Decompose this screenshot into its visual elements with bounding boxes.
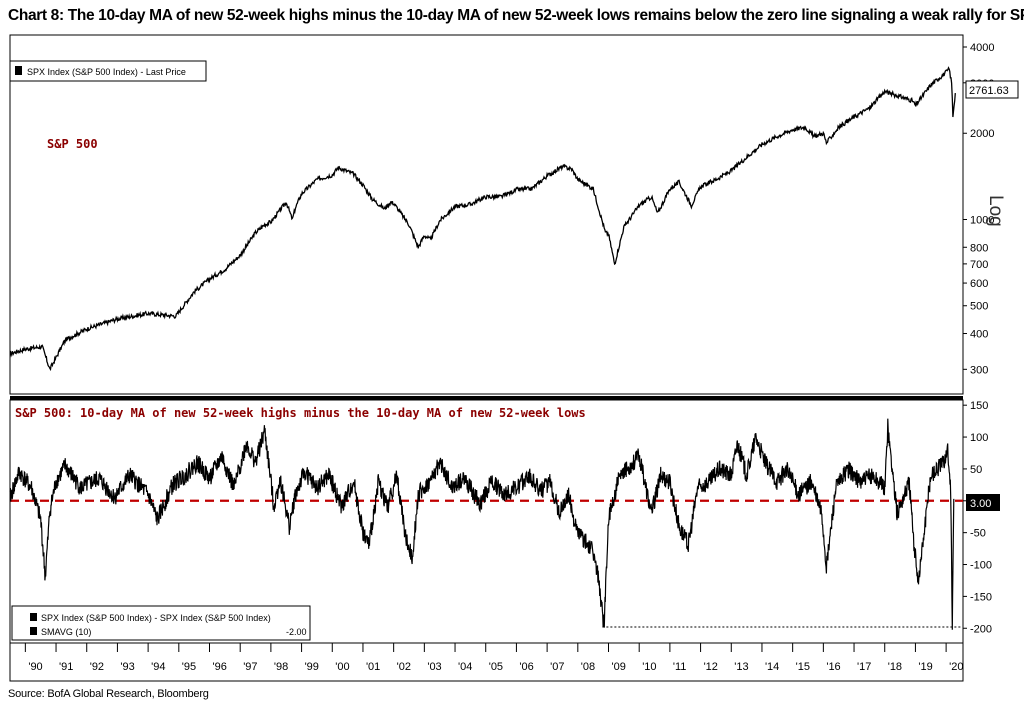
x-tick-label: '07: [550, 661, 564, 673]
x-tick-label: '90: [28, 661, 42, 673]
legend-bottom-box: [11, 605, 311, 641]
x-tick-label: '93: [120, 661, 134, 673]
x-tick-label: '95: [182, 661, 196, 673]
log-axis-label: Log: [985, 195, 1006, 227]
legend-top: SPX Index (S&P 500 Index) - Last Price: [9, 60, 207, 82]
breadth-ma-line: [9, 418, 955, 630]
x-tick-label: '12: [704, 661, 718, 673]
x-tick-label: '18: [888, 661, 902, 673]
legend-bottom-swatch-1: [30, 613, 37, 621]
chart-title: Chart 8: The 10-day MA of new 52-week hi…: [8, 7, 1024, 24]
bottom-ytick-label: 50: [970, 464, 982, 476]
x-tick-label: '97: [243, 661, 257, 673]
x-tick-label: '11: [673, 661, 687, 673]
x-tick-label: '10: [642, 661, 656, 673]
x-tick-label: '91: [59, 661, 73, 673]
bottom-ytick-label: -100: [970, 560, 992, 572]
x-tick-label: '00: [335, 661, 349, 673]
top-ytick-label: 800: [970, 242, 988, 254]
last-breadth-tag-box: [966, 494, 1000, 511]
x-tick-label: '99: [305, 661, 319, 673]
x-tick-label: '17: [857, 661, 871, 673]
legend-top-entry: SPX Index (S&P 500 Index) - Last Price: [27, 67, 186, 77]
x-axis-frame: [9, 642, 964, 682]
x-tick-label: '19: [918, 661, 932, 673]
x-tick-label: '16: [826, 661, 840, 673]
top-ytick-label: 2000: [970, 128, 994, 140]
top-ytick-label: 4000: [970, 42, 994, 54]
bottom-ytick-label: -200: [970, 623, 992, 635]
x-tick-label: '05: [489, 661, 503, 673]
top-panel: 3004005006007008001000200030004000 SPX I…: [9, 34, 1019, 395]
x-tick-label: '14: [765, 661, 779, 673]
bottom-ytick-label: 100: [970, 432, 988, 444]
top-ytick-label: 300: [970, 364, 988, 376]
legend-top-swatch: [15, 66, 22, 75]
x-tick-label: '13: [734, 661, 748, 673]
last-price-tag: 2761.63: [965, 80, 1019, 99]
panel-divider: [10, 396, 963, 400]
x-tick-label: '08: [581, 661, 595, 673]
bottom-panel: S&P 500: 10-day MA of new 52-week highs …: [9, 399, 1000, 644]
x-tick-label: '98: [274, 661, 288, 673]
last-price-tag-box: [965, 80, 1019, 99]
last-breadth-value: 3.00: [970, 498, 991, 510]
spx-series-label: S&P 500: [47, 137, 98, 151]
x-tick-label: '94: [151, 661, 165, 673]
legend-bottom-entry-2: SMAVG (10): [41, 627, 91, 637]
spx-price-line: [9, 66, 956, 372]
legend-bottom-swatch-2: [30, 627, 37, 635]
x-axis: '90 '91 '92 '93 '94 '95 '96 '97 '98 '99 '00 '01 '02 '…: [9, 642, 964, 682]
x-tick-label: '01: [366, 661, 380, 673]
x-tick-label: '09: [612, 661, 626, 673]
x-tick-label: '03: [427, 661, 441, 673]
legend-top-box: [9, 60, 207, 82]
top-panel-frame: [9, 34, 964, 395]
last-breadth-tag: 3.00: [966, 494, 1000, 511]
legend-bottom-entry-1: SPX Index (S&P 500 Index) - SPX Index (S…: [41, 613, 271, 623]
source-note: Source: BofA Global Research, Bloomberg: [8, 688, 209, 700]
bottom-ytick-label: -50: [970, 528, 986, 540]
legend-bottom: SPX Index (S&P 500 Index) - SPX Index (S…: [11, 605, 311, 641]
top-ytick-label: 500: [970, 301, 988, 313]
x-tick-label: '20: [949, 661, 963, 673]
x-tick-label: '02: [397, 661, 411, 673]
x-tick-label: '15: [796, 661, 810, 673]
legend-bottom-value-2: -2.00: [286, 627, 307, 637]
x-tick-label: '06: [519, 661, 533, 673]
breadth-panel-title: S&P 500: 10-day MA of new 52-week highs …: [15, 406, 586, 420]
x-tick-label: '96: [213, 661, 227, 673]
last-price-value: 2761.63: [969, 85, 1009, 97]
x-tick-label: '92: [90, 661, 104, 673]
top-ytick-label: 400: [970, 329, 988, 341]
top-ytick-label: 1000: [970, 214, 994, 226]
top-ytick-label: 700: [970, 259, 988, 271]
top-ytick-label: 600: [970, 278, 988, 290]
x-tick-label: '04: [458, 661, 472, 673]
bottom-ytick-label: 150: [970, 400, 988, 412]
bottom-ytick-label: -150: [970, 591, 992, 603]
